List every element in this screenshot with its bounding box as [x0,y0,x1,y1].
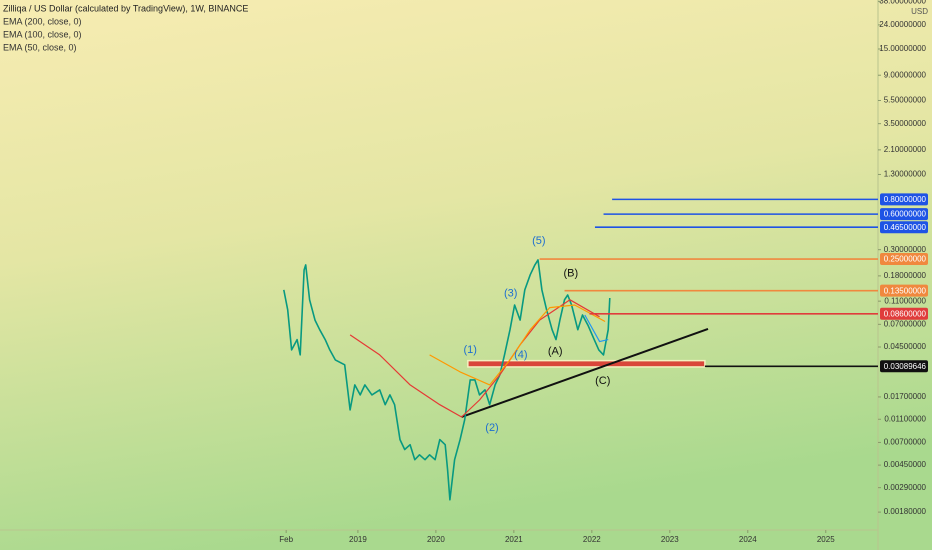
y-tick-label: 0.11000000 [884,296,926,305]
level-label: 0.03089646 [884,362,927,371]
wave-label: (A) [548,346,563,358]
x-tick-label: 2020 [427,535,445,544]
wave-label: (C) [595,375,610,387]
y-tick-label: 15.00000000 [879,44,926,53]
level-label-box [880,221,928,234]
level-label-box [880,253,928,266]
ema-line [349,299,600,418]
level-label-box [880,193,928,206]
wave-label: (2) [485,422,498,434]
y-tick-label: 0.00700000 [884,438,927,447]
support-zone [467,359,706,368]
y-tick-label: 5.50000000 [884,96,927,105]
wave-label: (1) [463,344,476,356]
level-label: 0.60000000 [884,210,927,219]
trendline [461,327,709,418]
legend-entry: EMA (50, close, 0) [3,42,77,52]
x-tick-label: Feb [279,535,293,544]
y-tick-label: 0.01100000 [884,414,926,423]
ema-line [584,314,609,343]
y-tick-label: 2.10000000 [884,145,927,154]
wave-label: (3) [504,288,517,300]
y-tick-label: 0.00450000 [884,460,927,469]
y-tick-label: 38.00000000 [879,0,926,5]
level-label: 0.13500000 [884,286,927,295]
y-tick-label: 1.30000000 [884,170,927,179]
y-unit: USD [911,7,928,16]
y-tick-label: 0.30000000 [884,245,927,254]
y-tick-label: 0.00290000 [884,483,927,492]
axes: 38.00000000 24.00000000 15.00000000 9.00000… [279,0,928,544]
chart-title: Zilliqa / US Dollar (calculated by Tradi… [3,3,248,13]
plot-area: (1) (2) (3) (4) (5) (A) (B) (C) [283,198,878,501]
ema-line [429,304,606,386]
y-tick-label: 0.07000000 [884,319,927,328]
y-tick-label: 0.01700000 [884,392,927,401]
price-line [283,259,611,501]
level-label-box [880,360,928,373]
level-label-box [880,284,928,297]
x-tick-label: 2019 [349,535,367,544]
y-tick-label: 9.00000000 [884,70,927,79]
level-label-box [880,307,928,320]
legend-entry: EMA (200, close, 0) [3,16,82,26]
y-tick-label: 24.00000000 [879,20,926,29]
x-tick-label: 2025 [817,535,835,544]
wave-label: (4) [514,349,527,361]
y-tick-label: 0.18000000 [884,271,927,280]
wave-label: (B) [563,268,578,280]
level-label: 0.46500000 [884,223,927,232]
x-tick-label: 2024 [739,535,757,544]
y-tick-label: 0.04500000 [884,342,927,351]
level-label: 0.08600000 [884,309,927,318]
legend-entry: EMA (100, close, 0) [3,29,82,39]
x-tick-label: 2022 [583,535,601,544]
y-tick-label: 0.00180000 [884,507,927,516]
x-tick-label: 2023 [661,535,679,544]
wave-label: (5) [532,235,545,247]
x-tick-label: 2021 [505,535,523,544]
level-label: 0.25000000 [884,255,927,264]
level-label: 0.80000000 [884,195,927,204]
y-tick-label: 3.50000000 [884,119,927,128]
level-label-box [880,208,928,221]
